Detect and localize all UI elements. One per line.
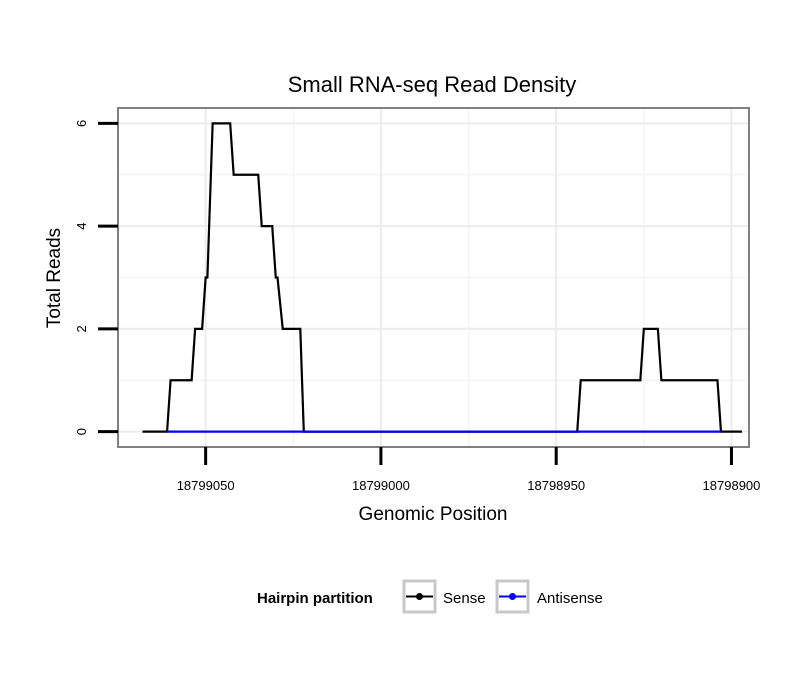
y-tick-label: 0 (74, 428, 89, 435)
y-tick-label: 4 (74, 223, 89, 230)
legend: Hairpin partition Sense Antisense (257, 579, 603, 614)
x-axis-title: Genomic Position (359, 504, 508, 525)
x-tick-label: 18798950 (527, 478, 585, 493)
legend-item-sense: Sense (402, 579, 486, 614)
x-tick-label: 18799000 (352, 478, 410, 493)
y-tick-label: 6 (74, 120, 89, 127)
y-axis: 0 2 4 6 (74, 120, 118, 435)
grid-layer (118, 108, 749, 447)
legend-label-sense: Sense (443, 590, 486, 607)
legend-item-antisense: Antisense (495, 579, 603, 614)
legend-label-antisense: Antisense (537, 590, 603, 607)
chart-title: Small RNA-seq Read Density (288, 72, 577, 97)
y-tick-label: 2 (74, 325, 89, 332)
y-axis-title: Total Reads (44, 228, 65, 328)
legend-title: Hairpin partition (257, 590, 373, 607)
x-axis: 18799050 18799000 18798950 18798900 (177, 447, 761, 493)
series-layer (142, 122, 742, 433)
series-line-sense (142, 122, 742, 433)
x-tick-label: 18799050 (177, 478, 235, 493)
x-tick-label: 18798900 (703, 478, 761, 493)
plot-frame (117, 107, 750, 448)
legend-point-sense (416, 593, 423, 600)
legend-point-antisense (509, 593, 516, 600)
